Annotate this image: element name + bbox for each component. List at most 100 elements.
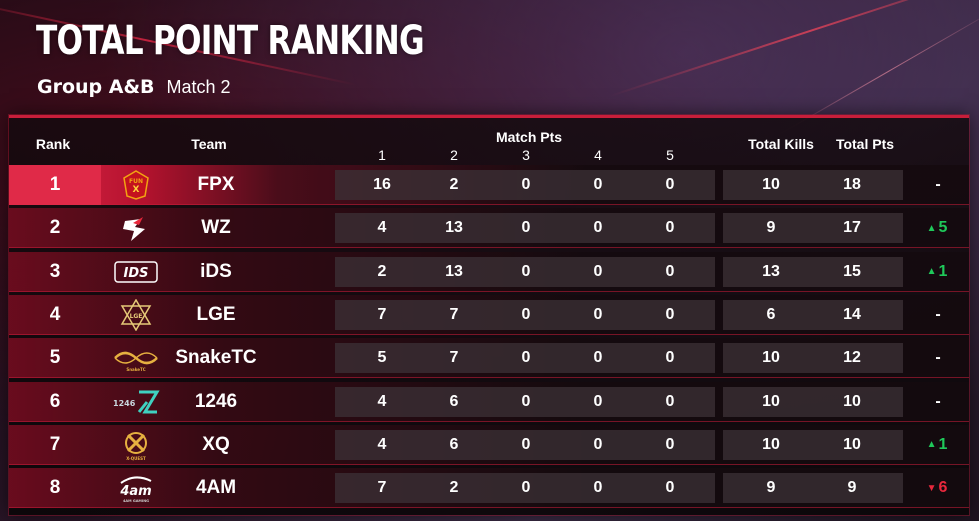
match-2-pts: 6 bbox=[449, 392, 459, 410]
rank-change-value: - bbox=[935, 392, 941, 410]
match-2-pts: 2 bbox=[449, 479, 459, 497]
match-1-pts: 2 bbox=[377, 262, 387, 280]
total-pts: 14 bbox=[843, 305, 861, 323]
match-5-pts: 0 bbox=[665, 219, 675, 237]
svg-text:4am: 4am bbox=[119, 484, 151, 499]
total-kills: 9 bbox=[766, 479, 776, 497]
rank-cell: 6 bbox=[49, 390, 61, 412]
arrow-up-icon: ▲ bbox=[926, 439, 937, 451]
match-3-pts: 0 bbox=[521, 392, 531, 410]
totals-box bbox=[723, 213, 903, 244]
match-pts-box bbox=[335, 343, 715, 374]
arrow-down-icon: ▼ bbox=[926, 482, 937, 494]
snaketc-logo-icon: SnakeTC bbox=[109, 342, 163, 374]
total-kills: 10 bbox=[762, 176, 780, 193]
match-1-pts: 4 bbox=[377, 392, 387, 410]
ranking-table: Rank Team Match Pts 1 2 3 4 5 Total Kill… bbox=[9, 115, 969, 515]
header-match-pts: Match Pts bbox=[495, 129, 563, 145]
match-2-pts: 13 bbox=[445, 262, 463, 280]
rank-change-value: 5 bbox=[938, 219, 948, 237]
total-pts: 9 bbox=[847, 479, 857, 497]
totals-box bbox=[723, 429, 903, 460]
svg-text:FUN: FUN bbox=[129, 178, 143, 185]
rank-change-value: - bbox=[935, 305, 941, 323]
totals-box bbox=[723, 170, 903, 200]
xq-logo-icon: X-QUEST bbox=[109, 429, 163, 461]
match-4-pts: 0 bbox=[593, 305, 603, 323]
rank-change-value: 6 bbox=[938, 479, 948, 497]
svg-text:X-QUEST: X-QUEST bbox=[126, 456, 146, 461]
totals-box bbox=[723, 343, 903, 374]
team-name: LGE bbox=[196, 303, 236, 325]
svg-text:X: X bbox=[133, 185, 140, 195]
match-3-pts: 0 bbox=[521, 176, 531, 193]
total-kills: 13 bbox=[762, 262, 780, 280]
match-1-pts: 7 bbox=[377, 305, 387, 323]
rank-cell: 1 bbox=[9, 165, 101, 205]
subtitle: Group A&B Match 2 bbox=[37, 76, 231, 98]
1246-logo-icon: 1246 bbox=[109, 386, 163, 418]
rank-change-value: 1 bbox=[938, 262, 948, 280]
match-4-pts: 0 bbox=[593, 392, 603, 410]
rank-cell: 5 bbox=[49, 347, 61, 369]
lge-logo-icon: LGE bbox=[109, 298, 163, 331]
4am-logo-icon: 4am 4AM GAMING bbox=[109, 472, 163, 504]
rank-change-value: - bbox=[935, 176, 941, 193]
match-4-pts: 0 bbox=[593, 262, 603, 280]
match-1-pts: 4 bbox=[377, 435, 387, 453]
match-5-pts: 0 bbox=[665, 176, 675, 193]
match-5-pts: 0 bbox=[665, 349, 675, 367]
totals-box bbox=[723, 256, 903, 287]
match-pts-box bbox=[335, 170, 715, 200]
match-1-pts: 4 bbox=[377, 219, 387, 237]
match-pts-box bbox=[335, 386, 715, 417]
header-total-pts: Total Pts bbox=[835, 136, 895, 152]
header-match-4: 4 bbox=[594, 147, 602, 163]
rank-change-value: - bbox=[935, 349, 941, 367]
match-pts-box bbox=[335, 213, 715, 244]
total-pts: 15 bbox=[843, 262, 861, 280]
match-1-pts: 7 bbox=[377, 479, 387, 497]
rank-cell: 4 bbox=[49, 303, 61, 325]
header-match-5: 5 bbox=[666, 147, 674, 163]
match-3-pts: 0 bbox=[521, 262, 531, 280]
match-4-pts: 0 bbox=[593, 479, 603, 497]
rank-change: ▲ 1 bbox=[907, 425, 967, 465]
match-pts-box bbox=[335, 473, 715, 504]
match-3-pts: 0 bbox=[521, 479, 531, 497]
rank-cell: 7 bbox=[49, 433, 61, 455]
table-row: 5 SnakeTC SnakeTC 5 7 0 0 0 10 12 - bbox=[9, 338, 969, 379]
total-kills: 6 bbox=[766, 305, 776, 323]
group-label: Group A&B bbox=[37, 76, 155, 98]
rank-change: - bbox=[907, 295, 967, 335]
header-total-kills: Total Kills bbox=[748, 136, 814, 152]
total-kills: 10 bbox=[762, 392, 780, 410]
table-row: 8 4am 4AM GAMING 4AM 7 2 0 0 0 9 9 ▼ 6 bbox=[9, 468, 969, 509]
svg-text:LGE: LGE bbox=[130, 313, 143, 320]
match-3-pts: 0 bbox=[521, 435, 531, 453]
total-kills: 10 bbox=[762, 435, 780, 453]
totals-box bbox=[723, 299, 903, 330]
match-3-pts: 0 bbox=[521, 305, 531, 323]
arrow-up-icon: ▲ bbox=[926, 222, 937, 234]
match-pts-box bbox=[335, 299, 715, 330]
team-name: WZ bbox=[201, 217, 231, 239]
background-streak bbox=[609, 0, 979, 97]
rank-change: - bbox=[907, 338, 967, 378]
svg-text:IDS: IDS bbox=[124, 266, 149, 281]
match-2-pts: 7 bbox=[449, 349, 459, 367]
totals-box bbox=[723, 473, 903, 504]
match-pts-box bbox=[335, 256, 715, 287]
page-title: TOTAL POINT RANKING bbox=[36, 18, 425, 64]
table-row: 1 FUN X FPX 16 2 0 0 0 10 18- bbox=[9, 165, 969, 205]
ids-logo-icon: IDS bbox=[109, 256, 163, 288]
total-pts: 18 bbox=[843, 176, 861, 193]
header-match-3: 3 bbox=[522, 147, 530, 163]
match-5-pts: 0 bbox=[665, 435, 675, 453]
match-2-pts: 2 bbox=[449, 176, 459, 193]
totals-box bbox=[723, 386, 903, 417]
rank-change-value: 1 bbox=[938, 435, 948, 453]
table-row: 6 1246 1246 4 6 0 0 0 10 10 - bbox=[9, 381, 969, 422]
match-4-pts: 0 bbox=[593, 176, 603, 193]
match-5-pts: 0 bbox=[665, 392, 675, 410]
